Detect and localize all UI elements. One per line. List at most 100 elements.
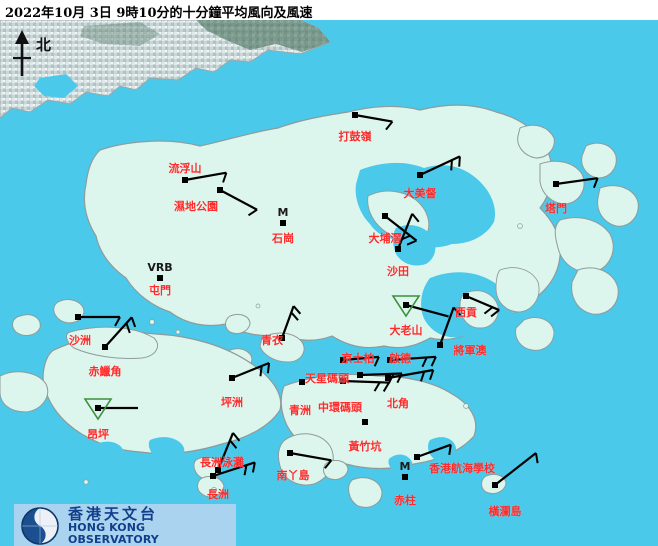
barb-shaft: [342, 355, 379, 362]
hko-logo-chinese: 香港天文台: [68, 505, 159, 524]
station-label: 香港航海學校: [429, 462, 495, 475]
station-dot: [217, 187, 223, 193]
wind-station: [395, 213, 420, 252]
barb-feather: [593, 177, 599, 189]
station-label: 中環碼頭: [318, 401, 362, 414]
station-label: 將軍澳: [453, 344, 487, 357]
station-label: 昂坪: [87, 428, 109, 441]
station-label: 長洲泳灘: [200, 456, 244, 469]
barb-shaft: [416, 443, 452, 459]
barb-shaft: [396, 213, 414, 250]
wind-station: [362, 419, 368, 425]
station-dot: [102, 344, 108, 350]
wind-station: [215, 432, 241, 473]
station-dot: [352, 112, 358, 118]
station-label: 石崗: [272, 232, 294, 245]
barb-feather: [229, 439, 238, 449]
wind-station: [229, 361, 271, 381]
barb-shaft: [494, 452, 537, 486]
wind-station: [414, 443, 452, 460]
map-canvas: 打鼓嶺 流浮山 濕地公園 M 石崗 VRB 屯門 大美督 塔門 大埔滘 沙田 西貢 大老山 將軍澳 青衣 京士…: [0, 20, 658, 546]
barb-feather: [114, 316, 121, 327]
station-dot: [414, 454, 420, 460]
station-label: 北角: [387, 397, 409, 410]
wind-station: [210, 461, 256, 479]
station-dot: [340, 357, 346, 363]
barb-shaft: [184, 171, 227, 182]
barb-feather: [373, 381, 381, 392]
barb-shaft: [104, 316, 133, 348]
station-flag: M: [399, 460, 411, 473]
barb-feather: [222, 172, 228, 183]
wind-station: [492, 452, 539, 488]
calm-triangle-icon: [391, 295, 421, 318]
station-dot: [362, 419, 368, 425]
station-label: 大老山: [389, 324, 423, 337]
station-label: 青洲: [289, 404, 311, 417]
barb-feather: [259, 365, 263, 377]
wind-station: [437, 306, 462, 348]
wind-station: [402, 474, 408, 480]
barb-shaft: [231, 361, 270, 380]
station-label: 流浮山: [168, 162, 202, 175]
title-bar: 2022年10月 3日 9時10分的十分鐘平均風向及風速: [0, 0, 658, 21]
north-arrow-icon: [13, 30, 31, 76]
wind-station: [279, 305, 302, 341]
barb-shaft: [289, 451, 332, 462]
barb-shaft: [359, 372, 403, 377]
barb-shaft: [280, 305, 295, 339]
barb-feather: [290, 311, 299, 321]
barb-feather: [373, 356, 380, 367]
calm-triangle-icon: [83, 398, 113, 421]
station-dot: [385, 375, 391, 381]
barb-feather: [292, 305, 302, 315]
station-dot: [287, 450, 293, 456]
wind-station: [340, 355, 380, 367]
station-label: 坪洲: [221, 396, 243, 409]
station-dot: [463, 293, 469, 299]
wind-station: [553, 177, 599, 189]
station-dot: [417, 172, 423, 178]
barb-feather: [483, 306, 494, 315]
station-dot: [553, 181, 559, 187]
station-label: 屯門: [149, 284, 171, 297]
wind-station: [287, 450, 333, 469]
north-arrow: 北: [6, 26, 66, 82]
station-label: 黃竹坑: [348, 440, 382, 453]
north-label: 北: [36, 36, 52, 54]
station-dot: [182, 177, 188, 183]
barb-feather: [452, 306, 462, 316]
station-label: 大埔滘: [368, 232, 402, 245]
station-dot: [229, 375, 235, 381]
station-label: 南丫島: [276, 469, 310, 482]
station-label: 沙洲: [69, 334, 91, 347]
wind-station: [102, 316, 137, 350]
station-dot: [279, 335, 285, 341]
barb-feather: [385, 120, 394, 131]
wind-station: [299, 379, 305, 385]
station-label: 啟德: [389, 352, 411, 365]
station-flag: M: [277, 206, 289, 219]
wind-station: [385, 368, 435, 382]
wind-station: [463, 293, 500, 318]
station-label: 塔門: [545, 202, 567, 215]
station-label: 天星碼頭: [305, 372, 349, 385]
station-label: 青衣: [261, 334, 283, 347]
barb-feather: [450, 160, 453, 171]
barb-shaft: [342, 379, 390, 384]
barb-shaft: [438, 307, 455, 346]
wind-station: [340, 378, 390, 392]
barb-feather: [382, 382, 390, 392]
wind-station: [157, 275, 163, 281]
barb-feather: [247, 208, 258, 217]
barb-shaft: [405, 303, 449, 318]
station-dot: [492, 482, 498, 488]
wind-station: [280, 220, 286, 226]
barb-feather: [251, 462, 256, 473]
barb-shaft: [387, 368, 434, 380]
barb-feather: [429, 369, 435, 381]
station-flag: VRB: [147, 261, 173, 274]
station-dot: [437, 342, 443, 348]
station-dot: [382, 213, 388, 219]
geography-layer: [0, 20, 658, 546]
